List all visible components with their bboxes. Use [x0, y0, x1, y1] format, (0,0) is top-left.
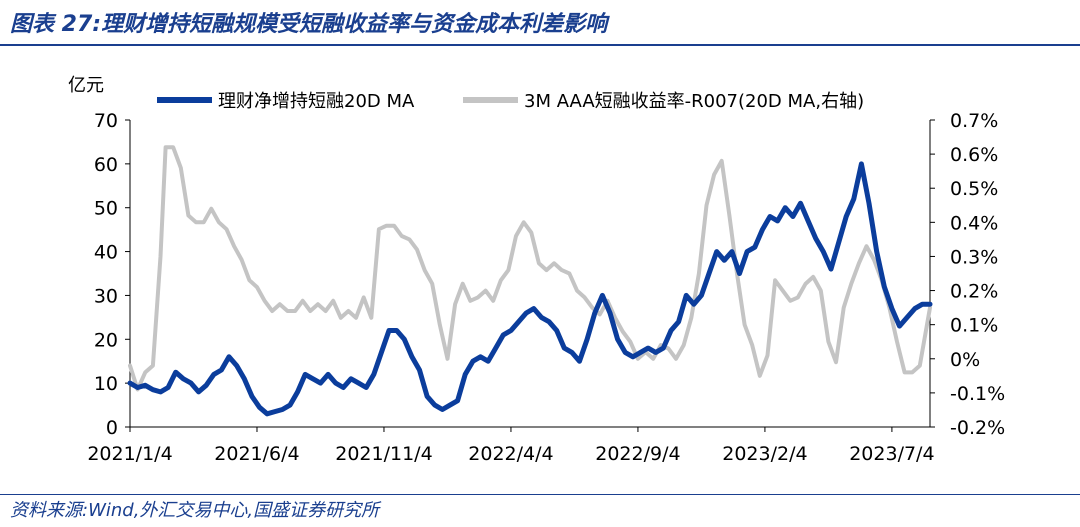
- axes: [129, 120, 931, 428]
- left-tick-label: 30: [94, 285, 118, 307]
- right-tick-label: 0.6%: [950, 144, 998, 166]
- right-tick-label: 0%: [950, 349, 980, 371]
- chart: 理财净增持短融20D MA 3M AAA短融收益率-R007(20D MA,右轴…: [68, 75, 1005, 465]
- right-tick-label: 0.7%: [950, 110, 998, 132]
- legend-label-primary: 理财净增持短融20D MA: [218, 91, 415, 112]
- series-lines: [127, 145, 933, 417]
- source-note: 资料来源:Wind,外汇交易中心,国盛证券研究所: [10, 500, 380, 521]
- right-tick-label: 0.1%: [950, 315, 998, 337]
- x-tick-label: 2023/7/4: [849, 443, 934, 465]
- x-tick-label: 2021/1/4: [87, 443, 172, 465]
- left-axis-ticks: 0 10 20 30 40 50 60 70: [94, 110, 130, 439]
- right-tick-label: 0.2%: [950, 281, 998, 303]
- left-tick-label: 10: [94, 373, 118, 395]
- x-tick-label: 2021/6/4: [214, 443, 299, 465]
- right-tick-label: -0.2%: [950, 417, 1005, 439]
- left-tick-label: 40: [94, 242, 118, 264]
- left-tick-label: 20: [94, 329, 118, 351]
- left-tick-label: 70: [94, 110, 118, 132]
- x-axis-ticks: 2021/1/4 2021/6/4 2021/11/4 2022/4/4 2022/9/…: [87, 427, 935, 465]
- series-line-spread: [128, 145, 932, 392]
- left-tick-label: 60: [94, 154, 118, 176]
- right-tick-label: 0.3%: [950, 246, 998, 268]
- left-tick-label: 50: [94, 198, 118, 220]
- legend-label-secondary: 3M AAA短融收益率-R007(20D MA,右轴): [524, 91, 864, 112]
- source-divider: [0, 494, 1080, 495]
- series-line-net-increase: [127, 161, 933, 417]
- right-axis-ticks: -0.2% -0.1% 0% 0.1% 0.2% 0.3% 0.4% 0.5% 0.6% 0.7%: [930, 110, 1005, 439]
- left-axis-unit: 亿元: [68, 75, 104, 96]
- x-tick-label: 2021/11/4: [335, 443, 432, 465]
- x-tick-label: 2022/9/4: [595, 443, 680, 465]
- x-tick-label: 2022/4/4: [468, 443, 553, 465]
- chart-title: 图表 27:理财增持短融规模受短融收益率与资金成本利差影响: [10, 12, 608, 37]
- right-tick-label: 0.4%: [950, 212, 998, 234]
- right-tick-label: -0.1%: [950, 383, 1005, 405]
- legend: 理财净增持短融20D MA 3M AAA短融收益率-R007(20D MA,右轴…: [157, 91, 864, 112]
- left-tick-label: 0: [106, 417, 118, 439]
- right-tick-label: 0.5%: [950, 178, 998, 200]
- title-divider: [0, 44, 1080, 46]
- x-tick-label: 2023/2/4: [722, 443, 807, 465]
